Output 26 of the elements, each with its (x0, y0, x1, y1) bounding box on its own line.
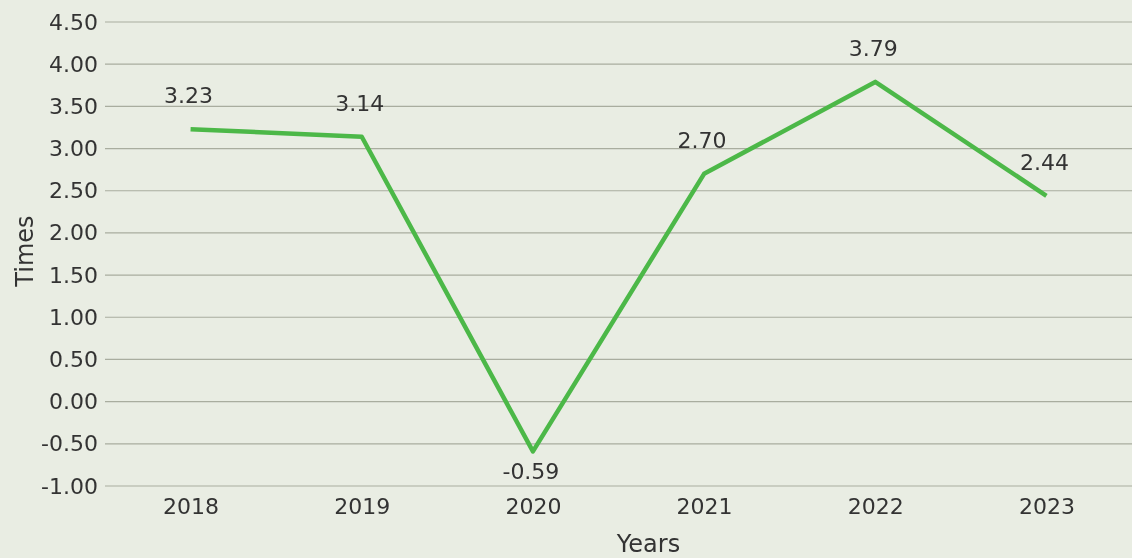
data-label: 3.14 (335, 90, 385, 116)
x-tick-label: 2023 (1018, 493, 1075, 519)
x-tick-label: 2022 (847, 493, 904, 519)
y-tick-label: 2.50 (49, 178, 98, 204)
y-tick-label: -0.50 (41, 431, 98, 457)
y-axis-title: Times (11, 215, 39, 288)
x-axis-title: Years (615, 530, 681, 558)
data-label: -0.59 (502, 459, 560, 485)
data-label: 2.44 (1019, 149, 1069, 175)
y-tick-label: 0.00 (49, 389, 98, 415)
y-tick-label: 4.00 (49, 51, 98, 77)
y-tick-label: 3.00 (49, 136, 98, 162)
y-tick-label: 1.50 (49, 262, 98, 288)
data-label: 2.70 (677, 127, 727, 153)
x-tick-label: 2020 (505, 493, 562, 519)
data-label: 3.79 (848, 35, 898, 61)
y-tick-label: 3.50 (49, 93, 98, 119)
y-tick-label: 4.50 (49, 9, 98, 35)
x-tick-label: 2019 (334, 493, 391, 519)
x-tick-label: 2021 (676, 493, 733, 519)
data-label: 3.23 (164, 83, 214, 109)
y-tick-label: 2.00 (49, 220, 98, 246)
y-tick-label: 0.50 (49, 346, 98, 372)
y-tick-label: -1.00 (41, 473, 98, 499)
y-tick-label: 1.00 (49, 304, 98, 330)
x-tick-label: 2018 (163, 493, 220, 519)
